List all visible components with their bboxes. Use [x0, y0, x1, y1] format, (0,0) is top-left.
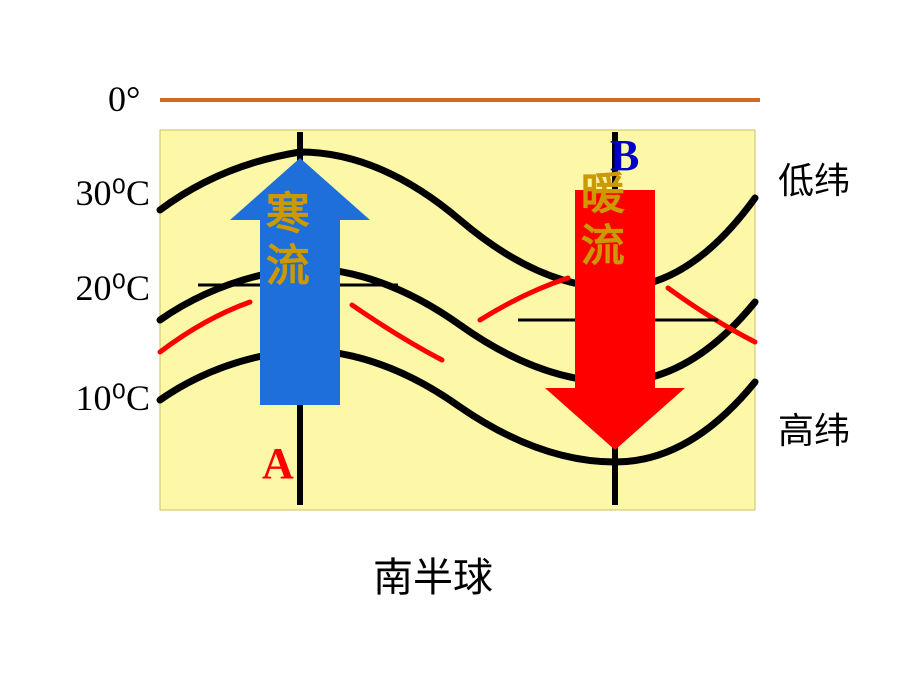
- temp-label: 10⁰C: [76, 377, 150, 419]
- hemisphere-title: 南半球: [373, 545, 493, 603]
- latitude-label: 高纬: [778, 402, 850, 454]
- marker-b: B: [610, 131, 639, 180]
- marker-a: A: [262, 439, 294, 488]
- warm-arrow-label: 暖流: [574, 170, 625, 274]
- temp-label: 20⁰C: [76, 267, 150, 309]
- temp-label: 30⁰C: [76, 172, 150, 214]
- latitude-label: 低纬: [778, 152, 850, 204]
- zero-degree-label: 0°: [108, 78, 140, 120]
- cold-arrow-label: 寒流: [259, 190, 310, 294]
